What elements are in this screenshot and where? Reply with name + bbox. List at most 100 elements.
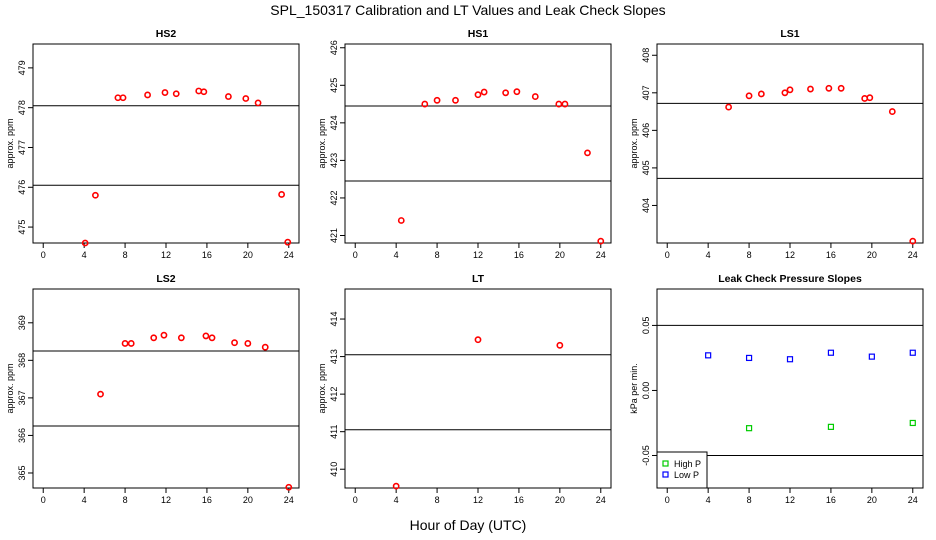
x-tick-label: 24 <box>284 495 294 505</box>
data-point <box>278 191 286 198</box>
data-point <box>244 340 252 347</box>
data-point <box>745 425 753 432</box>
data-point <box>254 99 262 107</box>
x-tick-label: 16 <box>202 495 212 505</box>
panel-title: LT <box>472 273 485 285</box>
data-point <box>705 352 712 359</box>
x-tick-label: 20 <box>555 495 565 505</box>
y-axis-label: approx. ppm <box>317 363 327 413</box>
data-point <box>837 84 845 92</box>
legend-label: Low P <box>674 470 699 480</box>
data-point <box>421 100 429 108</box>
y-tick-label: 367 <box>17 390 27 405</box>
panel-ls1: LS1 approx. ppm 0 4 8 12 16 20 24 404 405 406 407 408 <box>629 28 924 260</box>
data-point <box>160 331 168 339</box>
legend-marker <box>662 471 669 478</box>
x-tick-label: 0 <box>665 495 670 505</box>
data-point <box>97 390 104 398</box>
x-tick-label: 4 <box>394 495 399 505</box>
data-point <box>208 334 216 342</box>
x-tick-label: 0 <box>41 250 46 260</box>
y-tick-label: 422 <box>329 190 339 205</box>
x-tick-label: 12 <box>473 250 483 260</box>
plot-frame <box>32 43 300 244</box>
data-point <box>825 84 833 92</box>
data-point <box>909 419 916 427</box>
y-tick-label: 424 <box>329 115 339 130</box>
data-point <box>909 349 916 356</box>
x-tick-label: 4 <box>706 495 711 505</box>
data-point <box>480 88 488 96</box>
x-tick-label: 16 <box>826 495 836 505</box>
x-tick-label: 4 <box>394 250 399 260</box>
figure-x-axis-label: Hour of Day (UTC) <box>409 517 527 533</box>
x-tick-label: 8 <box>123 495 128 505</box>
data-point <box>827 349 835 356</box>
y-tick-label: 366 <box>17 428 27 443</box>
x-tick-label: 20 <box>867 495 877 505</box>
data-point <box>786 86 794 94</box>
data-point <box>392 482 400 490</box>
data-point <box>285 483 293 491</box>
data-point <box>200 88 208 96</box>
data-point <box>781 89 789 97</box>
y-tick-label: 426 <box>329 40 339 55</box>
y-axis-label: approx. ppm <box>317 118 327 168</box>
data-point <box>433 96 441 104</box>
x-tick-label: 20 <box>243 250 253 260</box>
x-tick-label: 24 <box>284 250 294 260</box>
panel-title: HS1 <box>468 28 489 40</box>
panel-title: Leak Check Pressure Slopes <box>718 273 862 285</box>
data-point <box>531 93 539 100</box>
data-point <box>474 91 482 99</box>
y-tick-label: 425 <box>329 78 339 93</box>
x-tick-label: 8 <box>747 495 752 505</box>
data-point <box>261 343 269 351</box>
y-axis-label: approx. ppm <box>5 118 15 168</box>
x-tick-label: 12 <box>161 250 171 260</box>
data-point <box>92 191 99 199</box>
y-tick-label: 421 <box>329 228 339 243</box>
y-tick-label: 365 <box>17 465 27 480</box>
legend-label: High P <box>674 459 701 469</box>
x-tick-label: 8 <box>747 250 752 260</box>
data-point <box>177 334 185 342</box>
y-tick-label: 413 <box>329 349 339 364</box>
y-tick-label: 407 <box>641 85 651 100</box>
x-tick-label: 4 <box>82 250 87 260</box>
y-tick-label: 423 <box>329 153 339 168</box>
data-point <box>909 237 917 245</box>
data-point <box>561 100 569 108</box>
x-tick-label: 12 <box>161 495 171 505</box>
data-point <box>202 332 210 340</box>
legend-marker <box>662 460 669 467</box>
x-tick-label: 8 <box>435 250 440 260</box>
x-tick-label: 0 <box>353 250 358 260</box>
y-tick-label: 475 <box>17 220 27 235</box>
data-point <box>888 108 896 115</box>
x-tick-label: 0 <box>41 495 46 505</box>
y-tick-label: 479 <box>17 60 27 75</box>
x-tick-label: 24 <box>596 495 606 505</box>
y-tick-label: 476 <box>17 180 27 195</box>
data-point <box>397 217 405 224</box>
x-tick-label: 4 <box>82 495 87 505</box>
data-point <box>225 93 232 100</box>
data-point <box>866 94 874 102</box>
y-tick-label: 406 <box>641 123 651 138</box>
data-point <box>284 238 292 246</box>
data-point <box>584 149 591 157</box>
data-point <box>172 90 180 98</box>
data-point <box>161 89 169 96</box>
x-tick-label: 4 <box>706 250 711 260</box>
data-point <box>555 100 563 108</box>
data-point <box>81 239 89 247</box>
y-tick-label: 369 <box>17 315 27 330</box>
panel-title: HS2 <box>156 28 177 40</box>
x-tick-label: 24 <box>908 250 918 260</box>
x-tick-label: 16 <box>826 250 836 260</box>
x-tick-label: 20 <box>555 250 565 260</box>
x-tick-label: 12 <box>785 495 795 505</box>
panel-title: LS1 <box>780 28 799 40</box>
